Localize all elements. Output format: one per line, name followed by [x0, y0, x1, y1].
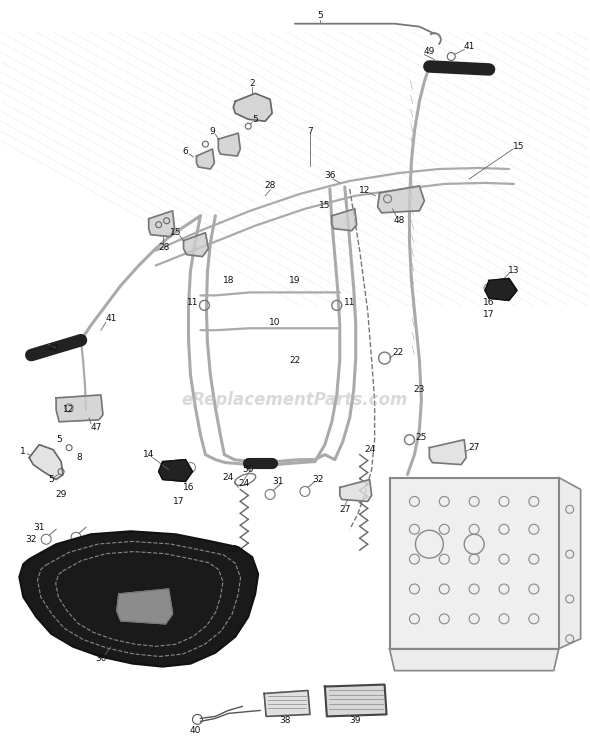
- Text: 40: 40: [190, 726, 201, 735]
- Polygon shape: [378, 186, 424, 213]
- Text: 29: 29: [55, 490, 67, 499]
- Text: 24: 24: [222, 473, 234, 482]
- Text: 5: 5: [253, 115, 258, 124]
- Text: 22: 22: [289, 356, 301, 365]
- Polygon shape: [196, 149, 214, 169]
- Text: 5: 5: [48, 475, 54, 484]
- Text: 41: 41: [105, 314, 117, 323]
- Text: 2: 2: [250, 79, 255, 88]
- Polygon shape: [56, 395, 103, 422]
- Text: 49: 49: [424, 47, 435, 56]
- Text: 6: 6: [183, 146, 188, 156]
- Text: 22: 22: [392, 347, 403, 356]
- Text: 10: 10: [270, 318, 281, 327]
- Text: 17: 17: [483, 310, 495, 319]
- Text: 15: 15: [170, 228, 181, 237]
- Text: 19: 19: [289, 276, 301, 285]
- Polygon shape: [159, 460, 192, 482]
- Text: 28: 28: [158, 243, 169, 252]
- Text: 7: 7: [307, 127, 313, 136]
- Text: 36: 36: [324, 171, 336, 180]
- Text: 11: 11: [186, 298, 198, 307]
- Text: 50: 50: [242, 465, 254, 474]
- Text: 47: 47: [90, 424, 101, 433]
- Text: 30: 30: [95, 654, 107, 663]
- Polygon shape: [183, 233, 208, 257]
- Text: 26: 26: [227, 544, 238, 553]
- Polygon shape: [332, 209, 357, 231]
- Text: 24: 24: [238, 479, 250, 488]
- Polygon shape: [430, 439, 466, 464]
- Text: 1: 1: [21, 447, 26, 456]
- Text: 31: 31: [273, 477, 284, 486]
- Text: 23: 23: [414, 386, 425, 394]
- Polygon shape: [485, 279, 517, 300]
- Text: 13: 13: [508, 266, 520, 275]
- Text: 24: 24: [364, 445, 375, 455]
- Text: 41: 41: [464, 42, 475, 51]
- Polygon shape: [117, 589, 173, 624]
- Text: 48: 48: [394, 216, 405, 225]
- Text: 27: 27: [468, 443, 480, 452]
- Text: 31: 31: [34, 522, 45, 532]
- Text: 15: 15: [319, 202, 330, 211]
- Text: 27: 27: [339, 505, 350, 514]
- Text: 32: 32: [25, 535, 37, 544]
- Polygon shape: [218, 133, 240, 156]
- Text: 11: 11: [344, 298, 356, 307]
- Polygon shape: [389, 649, 559, 670]
- Polygon shape: [389, 477, 559, 649]
- Polygon shape: [19, 532, 258, 667]
- Text: 25: 25: [416, 433, 427, 442]
- Polygon shape: [30, 445, 63, 479]
- Text: 16: 16: [483, 298, 495, 307]
- Polygon shape: [233, 94, 272, 122]
- Text: 5: 5: [56, 435, 62, 444]
- Text: 49: 49: [47, 344, 59, 353]
- Text: 39: 39: [349, 716, 360, 725]
- Text: 18: 18: [222, 276, 234, 285]
- Text: 5: 5: [317, 11, 323, 20]
- Polygon shape: [264, 691, 310, 716]
- Polygon shape: [325, 685, 386, 716]
- Polygon shape: [559, 477, 581, 649]
- Text: 12: 12: [63, 405, 75, 414]
- Text: eReplacementParts.com: eReplacementParts.com: [182, 391, 408, 409]
- Text: 8: 8: [76, 453, 82, 462]
- Text: 28: 28: [264, 181, 276, 190]
- Text: 32: 32: [312, 475, 323, 484]
- Polygon shape: [340, 479, 372, 501]
- Polygon shape: [149, 211, 175, 236]
- Text: 15: 15: [513, 142, 525, 150]
- Text: 16: 16: [183, 483, 194, 492]
- Text: 14: 14: [143, 450, 155, 459]
- Text: 38: 38: [279, 716, 291, 725]
- Text: 12: 12: [359, 186, 371, 196]
- Text: 17: 17: [173, 497, 184, 506]
- Text: 9: 9: [209, 127, 215, 136]
